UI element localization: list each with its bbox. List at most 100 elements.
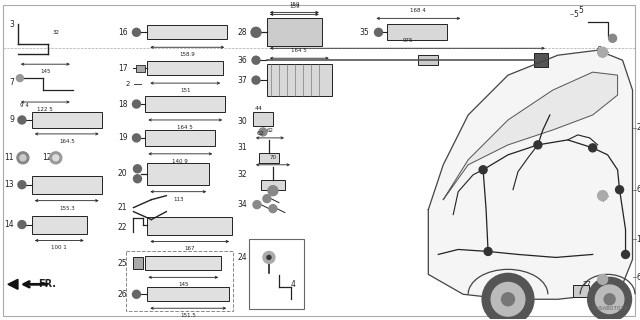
Text: 62: 62 xyxy=(257,132,265,136)
Circle shape xyxy=(132,134,140,142)
Text: 159: 159 xyxy=(289,3,300,7)
Bar xyxy=(32,216,86,234)
Circle shape xyxy=(374,28,383,36)
Circle shape xyxy=(253,201,261,209)
Bar xyxy=(259,153,279,163)
Text: 21: 21 xyxy=(118,203,127,212)
Bar xyxy=(136,65,145,72)
Circle shape xyxy=(609,34,616,42)
Bar xyxy=(249,239,304,309)
Text: 155.3: 155.3 xyxy=(59,206,75,211)
Text: 3: 3 xyxy=(9,20,14,29)
Circle shape xyxy=(534,141,542,149)
Text: 18: 18 xyxy=(118,100,127,108)
Text: 12: 12 xyxy=(42,153,51,162)
Text: 2: 2 xyxy=(637,124,640,132)
Circle shape xyxy=(616,186,623,194)
Circle shape xyxy=(263,252,275,263)
Circle shape xyxy=(18,220,26,228)
Text: 22: 22 xyxy=(118,223,127,232)
Circle shape xyxy=(18,116,26,124)
Circle shape xyxy=(491,283,525,316)
Polygon shape xyxy=(145,130,215,146)
Text: 9 4: 9 4 xyxy=(20,103,29,108)
Bar xyxy=(573,285,589,297)
Bar xyxy=(145,256,221,270)
Text: 6: 6 xyxy=(596,46,602,55)
Bar xyxy=(147,217,232,235)
Text: 62: 62 xyxy=(266,128,273,133)
Circle shape xyxy=(132,100,140,108)
Circle shape xyxy=(263,195,271,203)
Polygon shape xyxy=(428,50,632,299)
Text: 27: 27 xyxy=(582,281,591,287)
Polygon shape xyxy=(8,279,18,289)
Text: 32: 32 xyxy=(237,170,247,179)
Circle shape xyxy=(598,191,607,201)
Text: 28: 28 xyxy=(237,28,247,37)
Circle shape xyxy=(268,186,278,196)
Circle shape xyxy=(482,273,534,320)
Text: 145: 145 xyxy=(40,69,51,74)
Text: 35: 35 xyxy=(360,28,369,37)
Bar xyxy=(147,287,229,301)
Circle shape xyxy=(621,251,630,259)
Text: 70: 70 xyxy=(269,155,276,160)
Text: 19: 19 xyxy=(118,133,127,142)
Text: 145: 145 xyxy=(178,282,189,287)
Bar xyxy=(261,180,285,190)
Text: 11: 11 xyxy=(4,153,14,162)
Text: 2: 2 xyxy=(125,81,129,87)
Text: FR.: FR. xyxy=(38,279,56,289)
Circle shape xyxy=(252,76,260,84)
Circle shape xyxy=(479,166,487,174)
Circle shape xyxy=(598,47,607,57)
Bar xyxy=(125,252,233,311)
Bar xyxy=(267,18,322,46)
Text: 30: 30 xyxy=(237,117,247,126)
Text: 36: 36 xyxy=(237,56,247,65)
Bar xyxy=(32,112,102,128)
Circle shape xyxy=(595,285,624,314)
Text: 5: 5 xyxy=(579,6,583,15)
Text: 25: 25 xyxy=(118,259,127,268)
Text: 24: 24 xyxy=(237,253,247,262)
Text: 159: 159 xyxy=(289,4,300,9)
Text: 31: 31 xyxy=(237,143,247,152)
Bar xyxy=(419,55,438,65)
Text: 167: 167 xyxy=(184,246,195,252)
Circle shape xyxy=(134,175,141,183)
Circle shape xyxy=(17,152,29,164)
Text: 168 4: 168 4 xyxy=(410,8,426,13)
Bar xyxy=(267,64,332,96)
Text: 151.5: 151.5 xyxy=(180,313,196,318)
Circle shape xyxy=(50,152,61,164)
Circle shape xyxy=(269,204,277,212)
Text: 9: 9 xyxy=(9,116,14,124)
Text: 5: 5 xyxy=(573,10,579,19)
Bar xyxy=(147,163,209,185)
Circle shape xyxy=(251,27,261,37)
Text: 164 5: 164 5 xyxy=(291,48,307,53)
Bar xyxy=(147,25,227,39)
Text: 7: 7 xyxy=(9,78,14,87)
Circle shape xyxy=(502,293,515,306)
Circle shape xyxy=(20,155,26,161)
Text: 6: 6 xyxy=(637,273,640,282)
Circle shape xyxy=(604,294,615,305)
Text: 113: 113 xyxy=(173,197,184,202)
Circle shape xyxy=(132,290,140,298)
Circle shape xyxy=(589,144,596,152)
Text: 20: 20 xyxy=(118,169,127,178)
Circle shape xyxy=(252,56,260,64)
Polygon shape xyxy=(145,96,225,112)
Text: 14: 14 xyxy=(4,220,14,229)
Circle shape xyxy=(18,181,26,189)
Text: 6: 6 xyxy=(637,185,640,194)
Text: 151: 151 xyxy=(180,88,191,93)
Text: 1: 1 xyxy=(637,235,640,244)
Text: 4: 4 xyxy=(291,280,296,289)
Text: 164 5: 164 5 xyxy=(177,125,193,130)
Bar xyxy=(253,112,273,126)
Text: 44: 44 xyxy=(255,106,263,110)
